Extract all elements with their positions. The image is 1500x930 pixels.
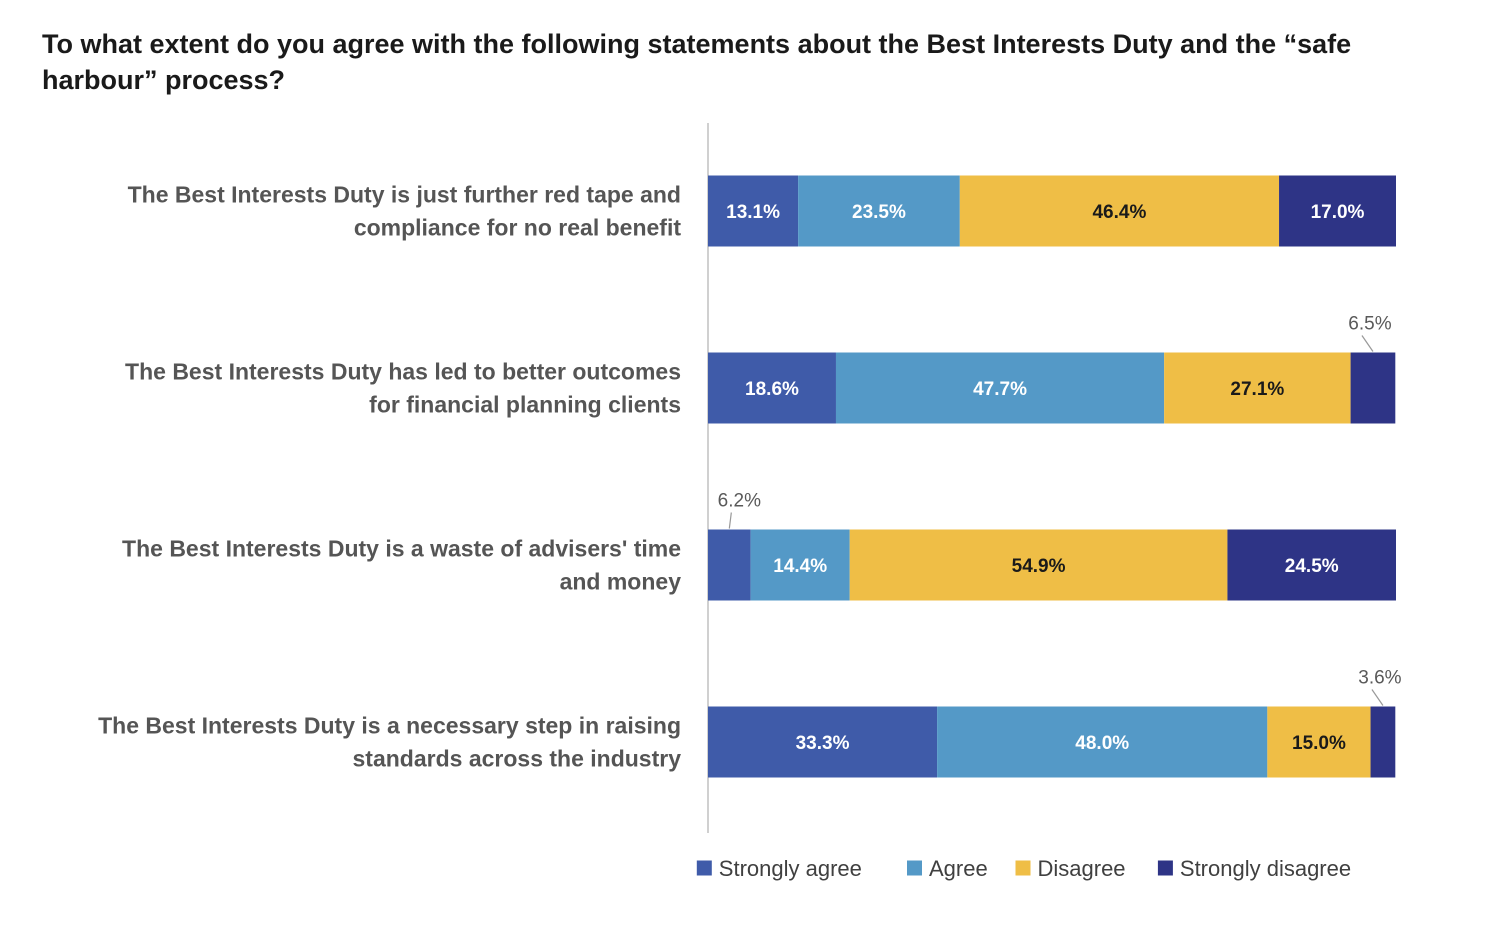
bar-segment-agree [750, 529, 850, 601]
leader-line [728, 512, 732, 529]
bar-segment-agree [798, 175, 960, 247]
leader-line [1361, 335, 1374, 352]
chart-title: To what extent do you agree with the fol… [42, 29, 1352, 95]
category-label: The Best Interests Duty is a waste of ad… [122, 536, 681, 595]
category-label-line: and money [560, 569, 682, 595]
data-label: 46.4% [1092, 202, 1146, 223]
data-label: 48.0% [1075, 733, 1129, 754]
data-label: 47.7% [973, 379, 1027, 400]
data-label: 6.2% [718, 491, 761, 512]
category-label: The Best Interests Duty has led to bette… [125, 359, 681, 418]
legend-label: Agree [929, 856, 988, 881]
data-label: 54.9% [1012, 556, 1066, 577]
legend-swatch-agree [907, 860, 922, 876]
category-label-line: compliance for no real benefit [354, 215, 682, 241]
bar-segment-agree [937, 706, 1268, 778]
category-label: The Best Interests Duty is a necessary s… [98, 713, 681, 772]
data-label: 14.4% [773, 556, 827, 577]
legend-label: Disagree [1038, 856, 1126, 881]
data-label: 13.1% [726, 202, 780, 223]
bar-segment-strongly-disagree [1227, 529, 1396, 601]
category-label-line: The Best Interests Duty is a necessary s… [98, 713, 681, 739]
data-label: 15.0% [1292, 733, 1346, 754]
bar-segment-strongly-agree [708, 706, 938, 778]
category-label-line: The Best Interests Duty has led to bette… [125, 359, 681, 385]
bar-segment-strongly-agree [708, 352, 836, 424]
bar-segment-strongly-disagree [1279, 175, 1396, 247]
data-label: 27.1% [1230, 379, 1284, 400]
legend-swatch-strongly-disagree [1157, 860, 1173, 876]
bar-segment-strongly-disagree [1370, 706, 1396, 778]
bar-segment-agree [835, 352, 1165, 424]
legend-swatch-disagree [1015, 860, 1031, 876]
data-label: 6.5% [1348, 314, 1391, 335]
legend-label: Strongly disagree [1180, 856, 1351, 881]
leader-line [1371, 689, 1384, 706]
bar-segment-disagree [849, 529, 1228, 601]
data-label: 17.0% [1311, 202, 1365, 223]
legend-swatch-strongly-agree [696, 860, 712, 876]
bar-segment-disagree [1164, 352, 1351, 424]
data-label: 18.6% [745, 379, 799, 400]
bar-segment-disagree [959, 175, 1280, 247]
category-label-line: The Best Interests Duty is a waste of ad… [122, 536, 681, 562]
legend-label: Strongly agree [719, 856, 862, 881]
bar-segment-strongly-agree [708, 175, 799, 247]
category-label-line: The Best Interests Duty is just further … [128, 182, 681, 208]
category-label-line: for financial planning clients [369, 392, 681, 418]
data-label: 33.3% [796, 733, 850, 754]
bar-segment-strongly-agree [708, 529, 751, 601]
data-label: 24.5% [1285, 556, 1339, 577]
bar-segment-strongly-disagree [1350, 352, 1396, 424]
data-label: 23.5% [852, 202, 906, 223]
data-label: 3.6% [1358, 668, 1401, 689]
category-label-line: standards across the industry [353, 746, 682, 772]
bar-segment-disagree [1267, 706, 1371, 778]
category-label: The Best Interests Duty is just further … [128, 182, 682, 241]
